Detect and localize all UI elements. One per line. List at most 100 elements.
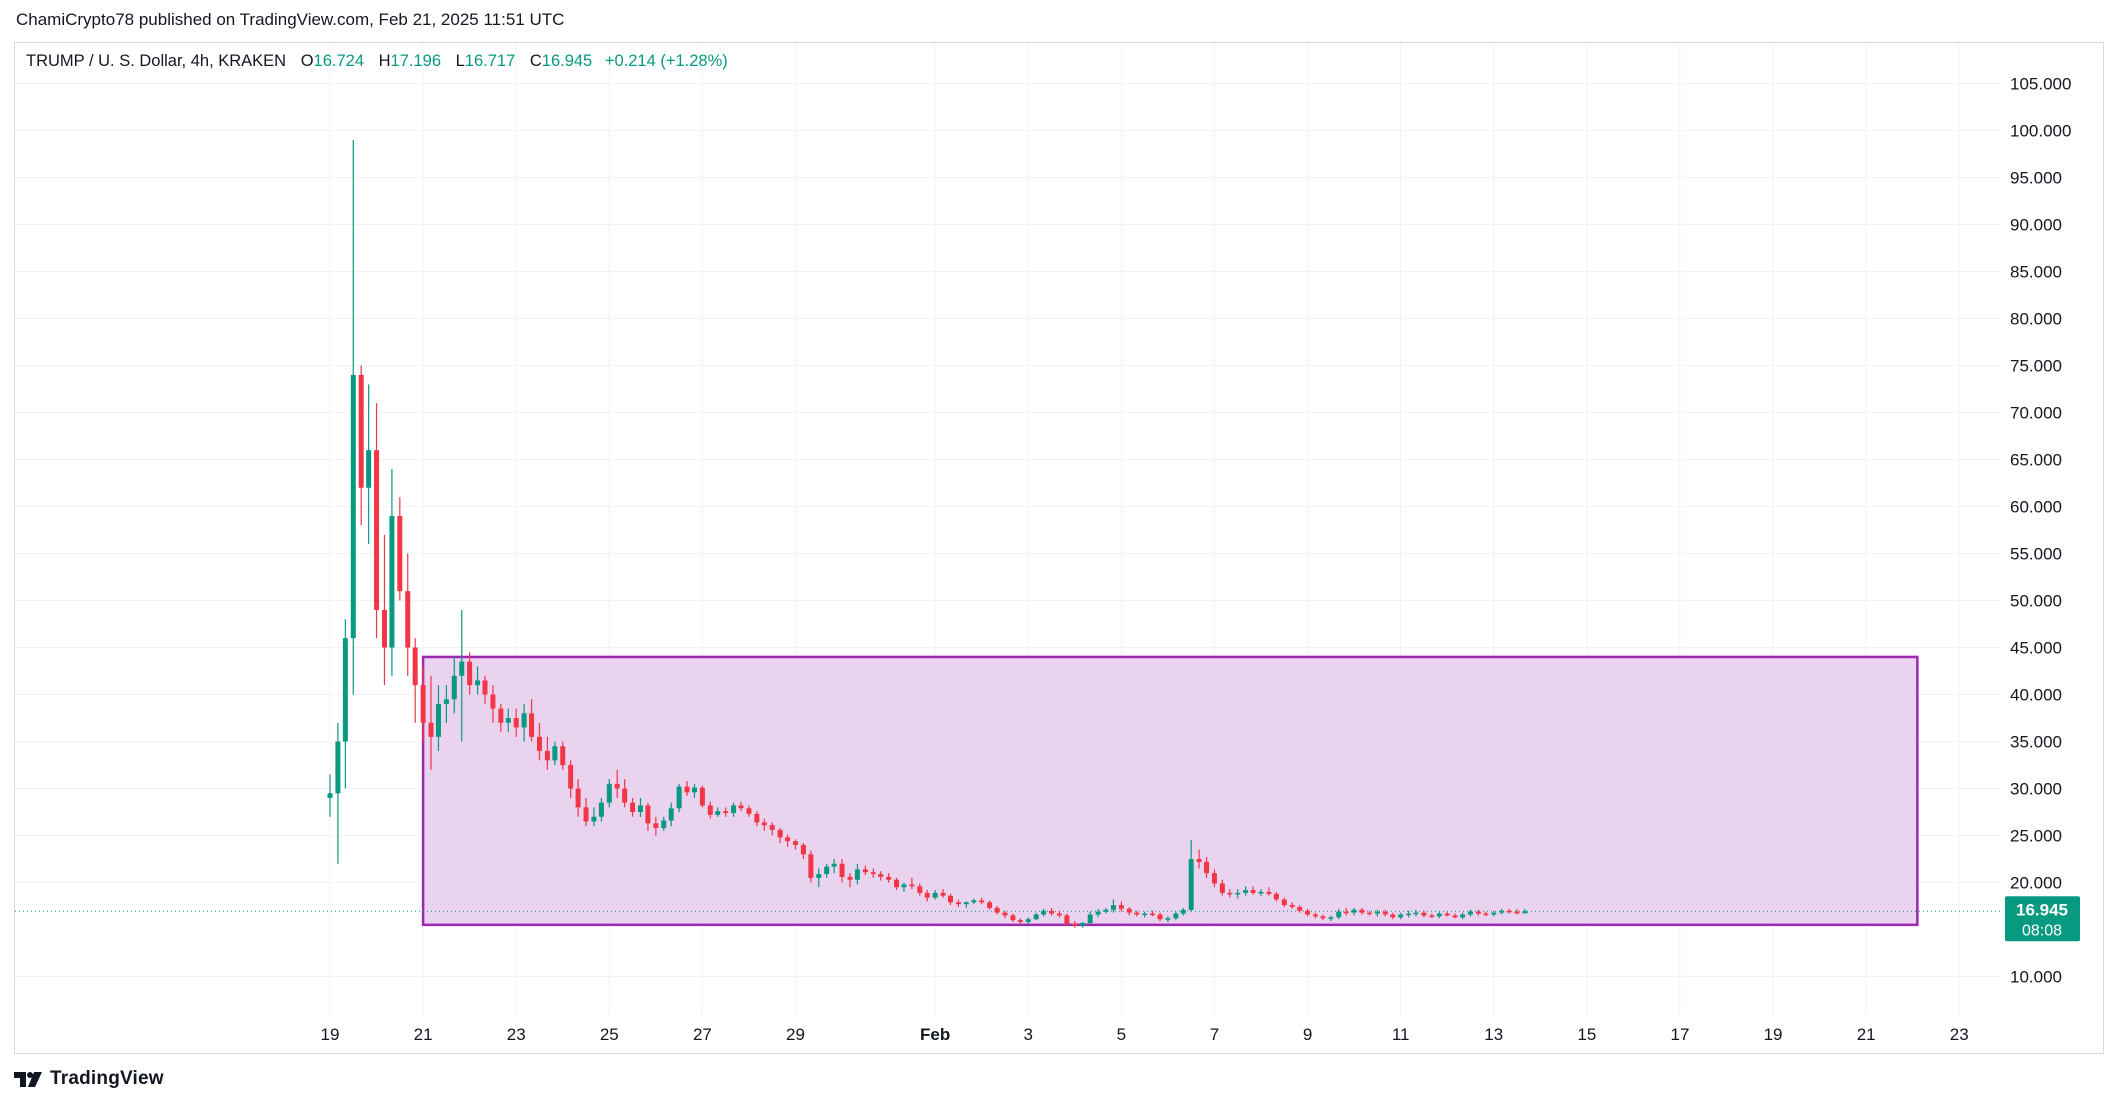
candle-body	[505, 718, 511, 723]
candle-body	[645, 805, 651, 824]
candle	[1499, 908, 1505, 915]
candle-body	[761, 822, 767, 826]
candle-body	[1328, 917, 1334, 919]
candle-body	[1312, 914, 1318, 917]
high-value: 17.196	[390, 52, 441, 70]
candle	[668, 802, 674, 827]
x-tick-label: 15	[1577, 1025, 1596, 1044]
candle-body	[1157, 914, 1163, 920]
candle	[591, 807, 597, 827]
x-tick-label: 29	[786, 1025, 805, 1044]
candle-body	[1467, 911, 1473, 915]
x-tick-label: 19	[1764, 1025, 1783, 1044]
candle-body	[1320, 916, 1326, 919]
candle	[342, 619, 348, 789]
candle	[1243, 886, 1249, 896]
candle-body	[435, 703, 441, 737]
candle	[886, 873, 892, 883]
candle	[1460, 912, 1466, 920]
candle-body	[342, 638, 348, 742]
x-tick-label: 23	[1950, 1025, 1969, 1044]
candle-body	[1134, 912, 1140, 915]
candle	[816, 868, 822, 888]
candle	[412, 638, 418, 723]
candle-body	[839, 863, 845, 877]
candle	[676, 783, 682, 813]
candle	[420, 666, 426, 742]
candle	[1227, 889, 1233, 898]
candle	[948, 893, 954, 906]
candle-body	[1429, 915, 1435, 917]
candle	[924, 890, 930, 902]
candle	[769, 822, 775, 836]
candle-body	[994, 907, 1000, 913]
candle	[1049, 907, 1055, 916]
candle	[1429, 913, 1435, 919]
candle	[971, 898, 977, 905]
candle-body	[467, 661, 473, 686]
close-label: C	[529, 52, 542, 70]
y-tick-label: 100.000	[2010, 122, 2071, 141]
candle	[661, 816, 667, 831]
candle	[482, 675, 488, 704]
y-tick-label: 40.000	[2010, 686, 2062, 705]
candle	[1320, 914, 1326, 921]
candle	[475, 666, 481, 695]
candle-body	[327, 793, 333, 798]
candle	[366, 384, 372, 545]
candle	[878, 871, 884, 881]
candle-body	[676, 786, 682, 809]
candle-body	[475, 680, 481, 686]
candle	[1103, 907, 1109, 914]
candle	[839, 859, 845, 883]
candle	[544, 736, 550, 770]
candle-body	[513, 718, 519, 728]
candle	[568, 760, 574, 798]
candle	[350, 139, 356, 695]
candle	[917, 883, 923, 896]
candle	[1087, 911, 1093, 924]
candle-body	[1204, 861, 1210, 874]
candle	[793, 839, 798, 850]
candle-body	[544, 750, 550, 761]
candle	[536, 722, 542, 761]
candle-body	[715, 811, 721, 815]
candle	[963, 901, 969, 908]
candle	[598, 797, 604, 822]
candle	[1180, 907, 1186, 916]
candle-body	[358, 374, 364, 488]
x-tick-label: 17	[1670, 1025, 1689, 1044]
low-label: L	[455, 52, 465, 70]
candle	[1266, 887, 1272, 896]
tradingview-brand[interactable]: TradingView	[14, 1068, 164, 1090]
candle	[1398, 912, 1404, 920]
candle	[1080, 922, 1086, 928]
candle-body	[963, 902, 969, 905]
candle	[940, 889, 946, 898]
y-tick-label: 60.000	[2010, 498, 2062, 517]
y-tick-label: 35.000	[2010, 733, 2062, 752]
candle-body	[583, 807, 589, 822]
candle-body	[1110, 905, 1116, 910]
candle	[1374, 909, 1380, 917]
candle	[746, 805, 752, 817]
highlight-zone	[421, 655, 1919, 927]
candle	[1173, 911, 1179, 921]
candle	[1165, 916, 1171, 923]
candle-body	[1173, 913, 1179, 919]
candle-body	[498, 708, 504, 723]
close-value: 16.945	[541, 52, 593, 70]
x-tick-label: 13	[1484, 1025, 1503, 1044]
candle-body	[405, 591, 411, 648]
candle	[1506, 908, 1512, 914]
y-tick-label: 80.000	[2010, 310, 2062, 329]
x-tick-label: 27	[693, 1025, 712, 1044]
candle	[1297, 905, 1303, 913]
candle-body	[521, 713, 527, 728]
candle	[505, 708, 511, 733]
candle	[630, 797, 636, 817]
candle-body	[707, 805, 713, 815]
candle-body	[894, 879, 900, 888]
candle	[1064, 913, 1070, 926]
